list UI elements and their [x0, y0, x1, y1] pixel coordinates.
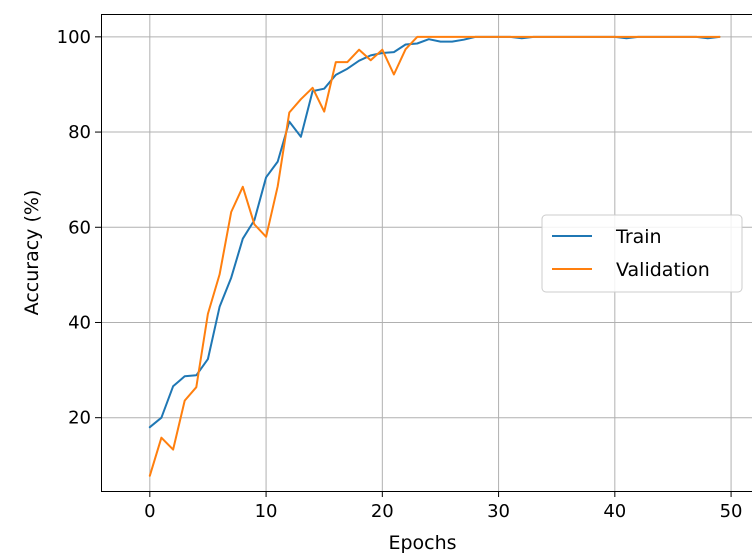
x-tick-label: 10	[255, 501, 278, 522]
series-line-train	[148, 35, 721, 429]
x-tick-label: 40	[603, 501, 626, 522]
series-lines	[148, 35, 721, 477]
x-tick-label: 20	[371, 501, 394, 522]
y-axis-title: Accuracy (%)	[21, 190, 43, 316]
x-tick-label: 30	[487, 501, 510, 522]
y-tick-label: 20	[68, 408, 91, 429]
y-tick-label: 80	[68, 122, 91, 143]
legend-label: Train	[615, 226, 662, 248]
legend-box	[541, 214, 743, 293]
x-tick-label: 0	[144, 501, 155, 522]
plot-area-frame	[101, 14, 752, 492]
series-line-validation	[148, 35, 721, 477]
legend-label: Validation	[616, 259, 710, 281]
y-tick-label: 40	[68, 312, 91, 333]
x-tick-label: 50	[720, 501, 743, 522]
x-axis-title: Epochs	[388, 532, 456, 554]
y-tick-label: 60	[68, 217, 91, 238]
legend: Train Validation	[541, 214, 743, 293]
y-tick-label: 100	[57, 27, 91, 48]
axis-ticks: 0 10 20 30 40 50 20 40 60 80 100	[57, 27, 743, 522]
series-points-validation	[149, 36, 720, 476]
